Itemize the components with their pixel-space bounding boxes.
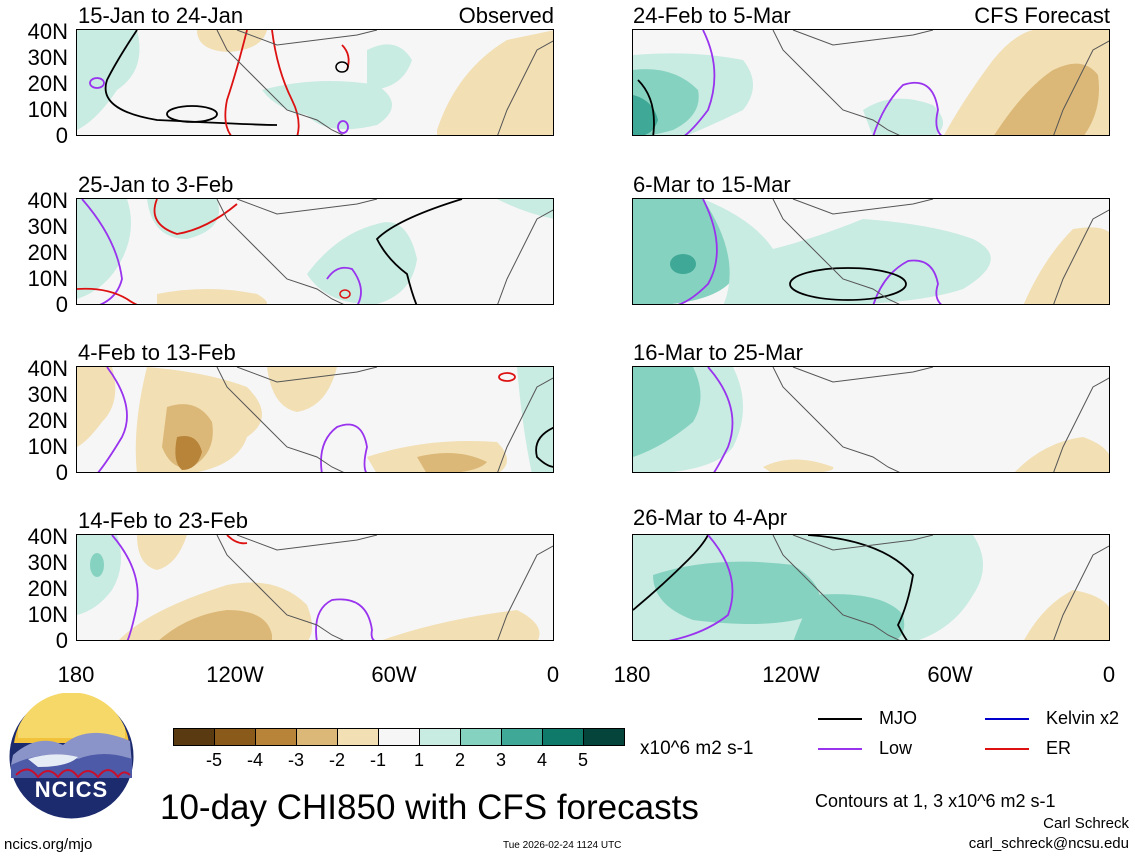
lon-label-right: 0	[1102, 662, 1116, 687]
panel-left-4-title: 14-Feb to 23-Feb	[78, 508, 248, 533]
lon-label-right: 120W	[762, 662, 820, 687]
colorbar-bin	[214, 728, 256, 746]
lat-label: 10N	[27, 266, 68, 291]
timestamp: Tue 2026-02-24 1124 UTC	[503, 840, 622, 851]
lat-label: 30N	[27, 382, 68, 407]
site-link[interactable]: ncics.org/mjo	[4, 836, 93, 853]
colorbar-label: -4	[246, 750, 263, 770]
lat-label: 20N	[27, 240, 68, 265]
lat-label: 10N	[27, 97, 68, 122]
colorbar-label: -2	[328, 750, 345, 770]
legend-label-er: ER	[1046, 738, 1072, 758]
colorbar-bin	[419, 728, 461, 746]
author-name: Carl Schreck	[1043, 815, 1129, 832]
lat-label: 0	[55, 628, 68, 653]
panel-right-1-title: 24-Feb to 5-Mar	[633, 3, 791, 28]
colorbar-bin	[542, 728, 584, 746]
colorbar-bin	[337, 728, 379, 746]
lat-label: 30N	[27, 45, 68, 70]
lon-label-right: 180	[613, 662, 651, 687]
colorbar-bin	[501, 728, 543, 746]
map-panel-right-1	[632, 29, 1110, 136]
colorbar-bin	[173, 728, 215, 746]
lat-label: 30N	[27, 214, 68, 239]
colorbar-bin	[378, 728, 420, 746]
colorbar-label: -3	[287, 750, 304, 770]
lat-label: 20N	[27, 576, 68, 601]
colorbar-label: -5	[205, 750, 222, 770]
lon-label-left: 60W	[371, 662, 417, 687]
lon-label-right: 60W	[927, 662, 973, 687]
colorbar-label: 4	[536, 750, 547, 770]
legend-swatch-mjo	[818, 718, 862, 720]
panel-left-1-title: 15-Jan to 24-Jan	[78, 3, 244, 28]
map-panel-right-4	[632, 534, 1110, 641]
colorbar-bin	[583, 728, 625, 746]
colorbar-bin	[296, 728, 338, 746]
panel-left-2-title: 25-Jan to 3-Feb	[78, 172, 234, 197]
lat-label: 40N	[27, 356, 68, 381]
colorbar-label: 2	[454, 750, 465, 770]
map-panel-right-2	[632, 198, 1110, 305]
lat-label: 10N	[27, 434, 68, 459]
lat-label: 0	[55, 460, 68, 485]
colorbar-label: 3	[495, 750, 506, 770]
panel-right-2-title: 6-Mar to 15-Mar	[633, 172, 791, 197]
panel-left-3-title: 4-Feb to 13-Feb	[78, 340, 236, 365]
colorbar	[173, 728, 625, 746]
legend-swatch-er	[985, 748, 1029, 750]
panel-right-3-title: 16-Mar to 25-Mar	[633, 340, 803, 365]
contours-note: Contours at 1, 3 x10^6 m2 s-1	[815, 791, 1056, 811]
lat-label: 40N	[27, 524, 68, 549]
lat-label: 40N	[27, 19, 68, 44]
lat-label: 30N	[27, 550, 68, 575]
lat-label: 20N	[27, 408, 68, 433]
map-panel-right-3	[632, 366, 1110, 473]
legend-swatch-kelvin	[985, 718, 1029, 720]
lon-label-left: 0	[546, 662, 560, 687]
author-email[interactable]: carl_schreck@ncsu.edu	[968, 835, 1129, 852]
lat-label: 10N	[27, 602, 68, 627]
lon-label-left: 180	[57, 662, 95, 687]
lat-label: 40N	[27, 188, 68, 213]
map-panel-left-2	[76, 198, 554, 305]
panel-right-4-title: 26-Mar to 4-Apr	[633, 505, 788, 530]
map-panel-left-4	[76, 534, 554, 641]
colorbar-label: 1	[413, 750, 424, 770]
panel-right-1-label: CFS Forecast	[974, 3, 1110, 28]
lat-label: 0	[55, 292, 68, 317]
ncics-logo: NCICS	[8, 692, 135, 820]
colorbar-label: 5	[577, 750, 588, 770]
map-panel-left-1	[76, 29, 554, 136]
colorbar-bin	[255, 728, 297, 746]
colorbar-label: -1	[369, 750, 386, 770]
colorbar-bin	[460, 728, 502, 746]
lat-label: 20N	[27, 71, 68, 96]
figure-title: 10-day CHI850 with CFS forecasts	[160, 788, 699, 827]
logo-text: NCICS	[35, 777, 108, 802]
colorbar-units: x10^6 m2 s-1	[640, 738, 754, 759]
legend-label-mjo: MJO	[879, 708, 917, 728]
map-panel-left-3	[76, 366, 554, 473]
panel-left-1-label: Observed	[458, 3, 554, 28]
lat-label: 0	[55, 123, 68, 148]
legend-swatch-low	[818, 748, 862, 750]
legend-label-low: Low	[879, 738, 913, 758]
legend-label-kelvin: Kelvin x2	[1046, 708, 1120, 728]
lon-label-left: 120W	[206, 662, 264, 687]
